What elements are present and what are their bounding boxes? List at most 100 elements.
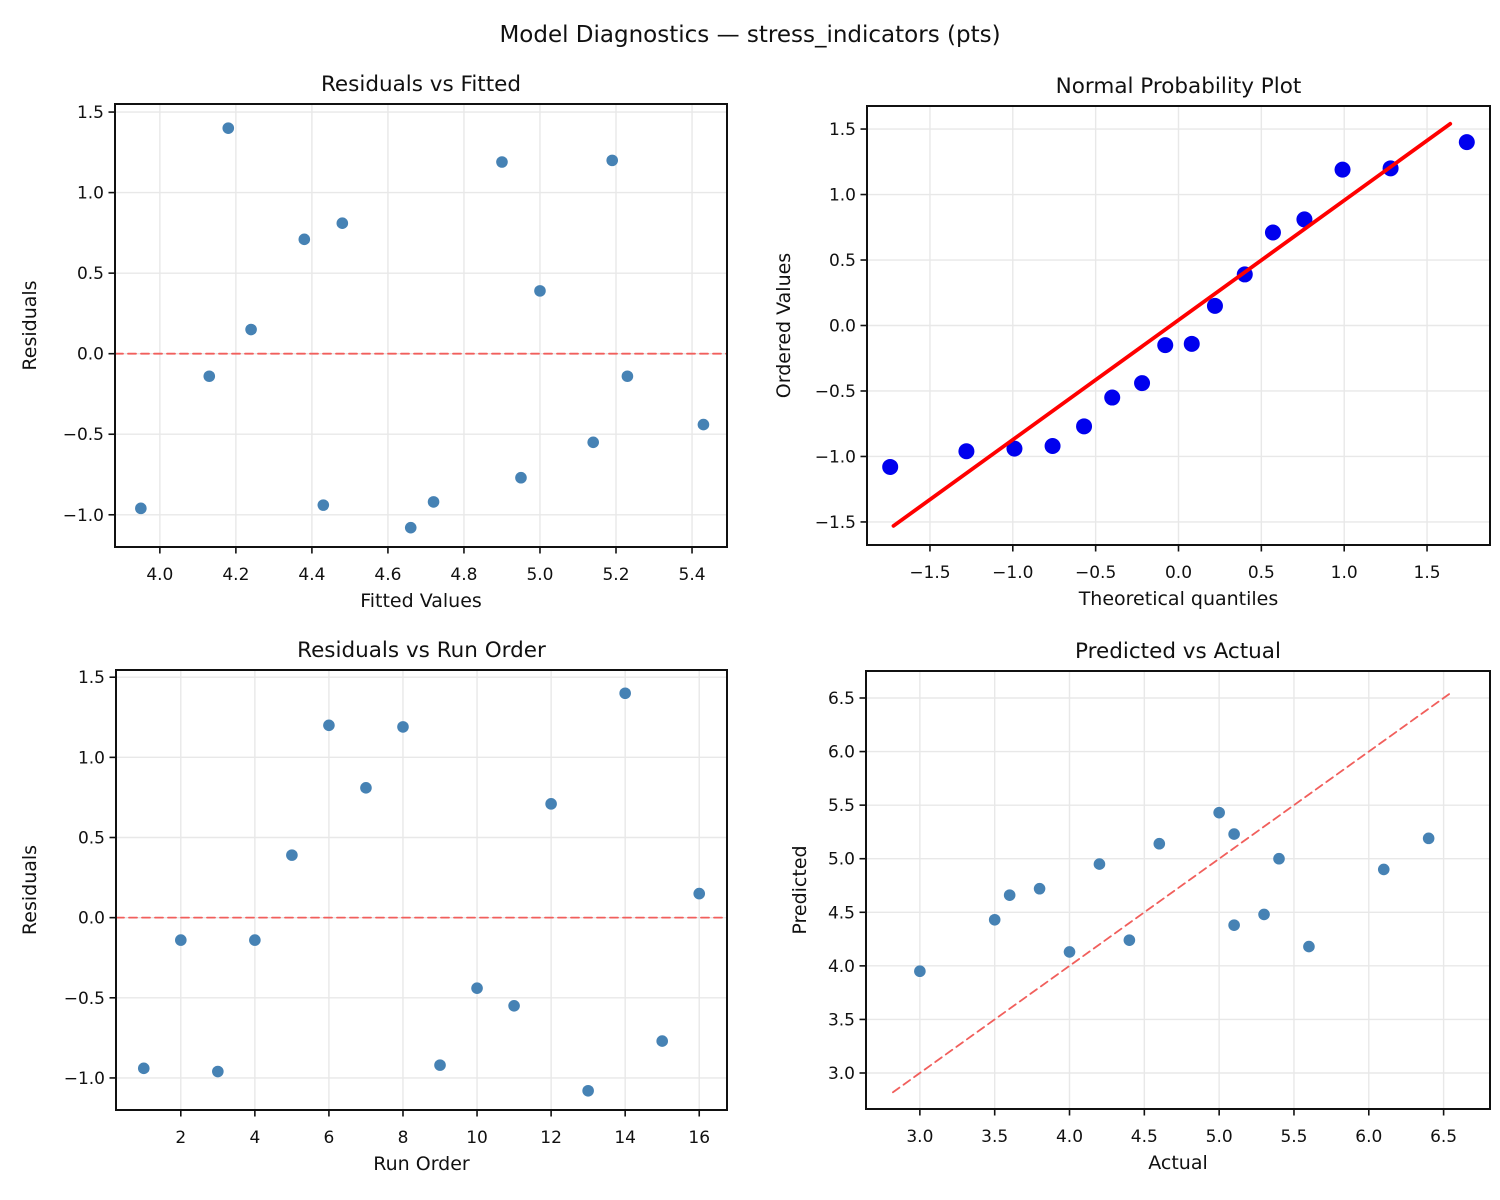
axes-spines [865,670,1491,1110]
subplot-title-normal-probability-plot: Normal Probability Plot [1056,74,1302,99]
data-point [1303,940,1315,953]
x-tick-label: −1.5 [909,563,950,583]
y-tick-label: 1.0 [829,186,856,206]
data-point [582,1084,594,1097]
y-axis-label: Ordered Values [773,253,795,398]
data-point [958,443,975,460]
y-tick-label: 6.5 [828,689,855,709]
data-point [587,436,599,449]
data-point [1377,863,1390,876]
figure-suptitle: Model Diagnostics — stress_indicators (p… [499,22,1001,48]
data-point [621,370,634,383]
data-point [286,849,298,861]
data-point [1422,832,1435,845]
y-tick-label: 1.5 [78,668,105,688]
x-tick-label: 10 [466,1128,488,1148]
x-tick-label: 1.5 [1414,563,1441,583]
data-point [1228,828,1240,840]
y-tick-label: 1.5 [829,120,856,140]
y-tick-label: −1.0 [63,506,104,526]
y-tick-label: −0.5 [63,425,104,445]
x-tick-label: 6 [324,1128,335,1148]
data-point [203,370,216,383]
subplot-title-predicted-vs-actual: Predicted vs Actual [1075,639,1281,664]
data-point [1296,211,1313,228]
x-tick-label: 6.0 [1355,1127,1382,1147]
y-tick-label: −1.0 [64,1069,105,1089]
data-point [427,496,440,508]
data-point [882,458,899,475]
data-point [1123,934,1136,946]
data-point [1264,224,1281,241]
x-tick-label: 4.5 [1131,1127,1158,1147]
y-tick-label: 4.0 [828,957,855,977]
data-point [1093,858,1106,870]
residuals-vs-fitted: 4.0 4.2 4.4 4.6 4.8 5.0 5.2 5.4 −1.0 −0.5 0.0 0.5 1.… [19,72,728,612]
y-tick-label: 0.0 [78,909,105,929]
y-tick-label: 3.0 [828,1064,855,1084]
x-tick-label: 12 [540,1128,562,1148]
y-tick-label: 3.5 [828,1010,855,1030]
data-point [693,887,706,900]
data-point [1134,375,1151,392]
x-tick-label: 3.0 [906,1127,933,1147]
x-tick-label: 16 [688,1128,710,1148]
data-point [1228,919,1240,931]
data-point [606,154,619,167]
y-tick-label: 1.0 [77,184,104,204]
y-tick-label: −0.5 [64,989,105,1009]
data-point [1273,852,1285,865]
data-point [1003,889,1016,901]
data-point [619,687,631,700]
y-tick-label: 0.5 [77,264,104,284]
x-tick-label: 6.5 [1430,1127,1457,1147]
identity-reference-line [892,690,1454,1094]
data-point [249,934,261,946]
plot-area [115,104,727,547]
data-point [1044,437,1061,454]
data-point [434,1059,446,1071]
data-point [914,965,926,978]
data-point [1006,440,1023,457]
data-point [1063,946,1076,958]
data-point [988,913,1001,926]
axes-spines [115,669,728,1111]
x-tick-label: 4.8 [450,565,477,585]
data-point [471,982,483,994]
data-point [496,156,508,168]
normal-fit-line [891,121,1453,528]
x-tick-label: 4.0 [146,565,173,585]
normal-probability-plot: −1.5 −1.0 −0.5 0.0 0.5 1.0 1.5 −1.5 −1.0 −0.5 0.0 0… [773,74,1491,610]
data-point [323,719,335,732]
data-point [1213,806,1225,819]
data-point [360,782,372,794]
y-tick-label: 0.5 [829,251,856,271]
data-point [397,721,409,733]
x-tick-label: 5.4 [679,565,706,585]
y-tick-label: 5.5 [828,796,855,816]
data-point [656,1035,668,1047]
data-point [534,285,546,297]
data-point [1153,837,1166,850]
data-point [137,1062,150,1075]
x-tick-label: 5.5 [1280,1127,1307,1147]
y-tick-label: −1.0 [815,447,856,467]
data-point [1104,389,1121,406]
data-point [175,934,187,946]
x-axis-label: Fitted Values [360,590,482,612]
x-axis-label: Theoretical quantiles [1078,588,1279,610]
data-point [404,521,417,534]
data-point [515,471,527,484]
x-axis-label: Actual [1148,1152,1208,1174]
data-point [212,1065,224,1078]
x-tick-label: 4.0 [1056,1127,1083,1147]
x-tick-label: 14 [614,1128,636,1148]
subplot-title-residuals-vs-fitted: Residuals vs Fitted [321,72,521,97]
y-tick-label: 4.5 [828,903,855,923]
y-tick-label: 0.0 [829,317,856,337]
x-tick-label: 3.5 [981,1127,1008,1147]
x-tick-label: 5.0 [1206,1127,1233,1147]
predicted-vs-actual: 3.0 3.5 4.0 4.5 5.0 5.5 6.0 6.5 3.0 3.5 4.0 4.5 5.0 5… [789,639,1491,1174]
y-tick-label: −0.5 [815,382,856,402]
